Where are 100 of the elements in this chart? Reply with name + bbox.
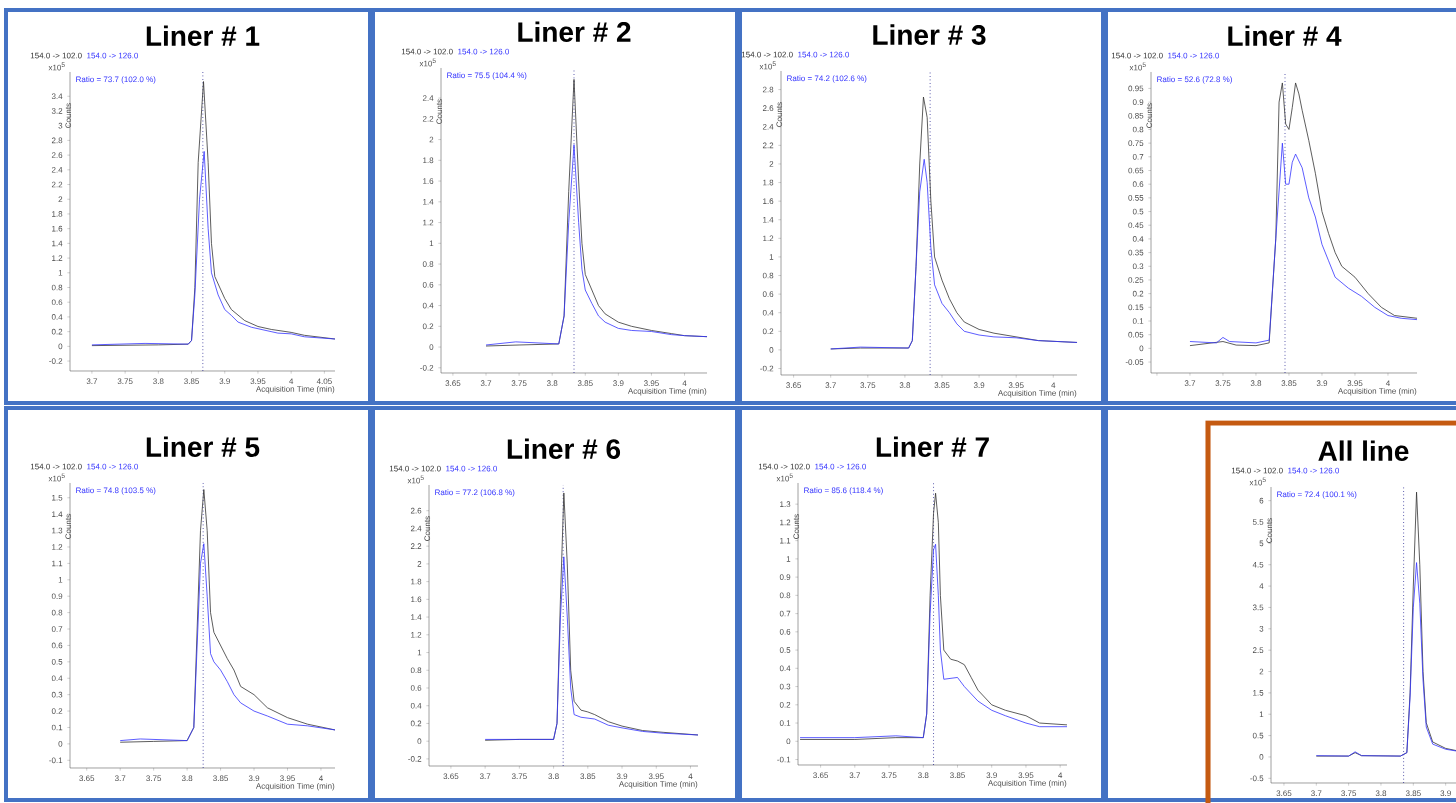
x-axis-title: Acquisition Time (min) — [255, 782, 335, 791]
y-tick-label: 1 — [1259, 711, 1264, 717]
y-tick-label: 1.4 — [52, 511, 63, 517]
line-series — [1189, 142, 1418, 344]
y-tick-label: 0.2 — [1132, 290, 1144, 297]
y-tick-label: 2.5 — [1252, 647, 1264, 653]
y-tick-label: 1.2 — [763, 235, 774, 242]
y-tick-label: 0.35 — [1128, 249, 1144, 256]
x-tick-label: 3.75 — [511, 773, 527, 780]
text: x10$^{5}$ — [1249, 477, 1266, 486]
text: 154.0 -> 126.0 — [798, 51, 850, 58]
y-tick-label: 1.4 — [52, 240, 63, 247]
x-tick-label: 3.95 — [250, 378, 266, 385]
y-tick-label: 0.7 — [51, 626, 63, 632]
y-tick-label: 2 — [58, 196, 63, 203]
y-tick-label: 3 — [58, 122, 63, 129]
text: 154.0 -> 102.0 — [401, 48, 453, 55]
y-tick-label: 1 — [58, 577, 63, 583]
y-tick-label: 0.5 — [779, 647, 791, 653]
y-tick-label: 0.65 — [1128, 167, 1144, 174]
y-tick-label: 0.1 — [1132, 318, 1144, 324]
y-axis-title: Counts — [793, 514, 800, 539]
y-tick-label: 1.8 — [423, 157, 434, 164]
y-tick-label: 0.4 — [51, 314, 63, 320]
y-tick-label: 1.2 — [52, 544, 63, 550]
x-tick-label: 4 — [318, 775, 323, 781]
y-tick-label: 1.6 — [411, 596, 422, 603]
x-tick-label: 3.8 — [546, 380, 558, 387]
y-tick-label: 2.4 — [410, 525, 422, 532]
y-tick-label: 2.2 — [762, 142, 774, 149]
y-tick-label: 3.5 — [1252, 604, 1264, 611]
x-tick-label: 3.85 — [577, 380, 593, 387]
x-tick-label: 3.65 — [1276, 790, 1292, 797]
x-tick-label: 3.75 — [146, 775, 162, 782]
y-tick-label: 1.5 — [1253, 690, 1264, 696]
y-axis-title: Counts — [424, 516, 431, 541]
y-tick-label: 0 — [429, 344, 434, 350]
y-tick-label: 1.1 — [52, 560, 63, 567]
chart-title: Liner # 4 — [1228, 25, 1342, 46]
y-tick-label: 1.8 — [52, 211, 63, 217]
y-tick-label: 0 — [58, 741, 63, 747]
text: 154.0 -> 102.0 — [1231, 467, 1283, 474]
x-tick-label: 3.95 — [280, 775, 295, 782]
y-tick-label: 0.3 — [1132, 263, 1144, 270]
x-tick-label: 3.75 — [860, 382, 876, 389]
x-tick-label: 4 — [682, 380, 687, 386]
y-tick-label: 1.2 — [423, 219, 434, 226]
y-tick-label: 0.75 — [1128, 140, 1144, 146]
x-tick-label: 3.75 — [511, 380, 527, 387]
y-tick-label: 0.55 — [1128, 195, 1144, 201]
x-tick-label: 3.65 — [443, 773, 459, 780]
y-tick-label: 1.8 — [411, 578, 422, 585]
y-tick-label: 0.6 — [51, 299, 63, 306]
x-axis-title: Acquisition Time (min) — [618, 780, 698, 789]
y-tick-label: 0.8 — [1132, 126, 1144, 133]
y-tick-label: 0.7 — [1132, 153, 1144, 160]
x-axis-title: Acquisition Time (min) — [627, 387, 707, 396]
x-tick-label: 3.75 — [1341, 790, 1357, 797]
x-tick-label: 3.8 — [153, 378, 164, 385]
y-tick-label: 0.9 — [51, 593, 63, 600]
text: 154.0 -> 126.0 — [1288, 467, 1340, 474]
text: x10$^{5}$ — [48, 473, 65, 482]
line-series — [1315, 562, 1456, 757]
annotation: Ratio = 74.8 (103.5 %) — [76, 487, 156, 495]
y-tick-label: 1 — [786, 556, 791, 562]
y-tick-label: 0.05 — [1128, 331, 1144, 338]
y-tick-label: 0.4 — [51, 675, 63, 682]
x-tick-label: 3.9 — [986, 772, 997, 779]
y-axis-title: Counts — [776, 102, 783, 127]
y-tick-label: 1.3 — [780, 501, 791, 507]
y-tick-label: -0.2 — [420, 364, 434, 371]
y-tick-label: 0.3 — [51, 691, 63, 698]
y-tick-label: 0.3 — [779, 683, 791, 690]
chart-title: All line — [1318, 440, 1409, 461]
y-tick-label: 0.9 — [1132, 99, 1144, 105]
text: x10$^{5}$ — [419, 58, 436, 67]
x-tick-label: 4 — [688, 773, 693, 779]
y-tick-label: 0.5 — [1132, 208, 1144, 215]
line-series — [830, 158, 1078, 350]
x-tick-label: 4 — [289, 378, 294, 384]
y-tick-label: 0.6 — [51, 642, 63, 649]
y-tick-label: 1.2 — [52, 255, 63, 261]
y-tick-label: 0.8 — [51, 609, 63, 616]
x-tick-label: 3.7 — [1184, 380, 1196, 387]
text: 154.0 -> 126.0 — [87, 463, 139, 470]
text: x10$^{5}$ — [407, 475, 424, 484]
y-tick-label: 2.4 — [51, 167, 63, 173]
x-tick-label: 3.85 — [1281, 380, 1297, 387]
y-tick-label: 0.7 — [779, 610, 791, 617]
text: 154.0 -> 126.0 — [87, 52, 139, 59]
x-tick-label: 4 — [1051, 382, 1056, 388]
y-tick-label: 1.3 — [52, 527, 63, 534]
y-tick-label: 2.6 — [51, 152, 63, 158]
y-axis-title: Counts — [436, 99, 443, 124]
y-tick-label: 2.8 — [51, 137, 63, 144]
annotation: Ratio = 72.4 (100.1 %) — [1277, 491, 1357, 499]
x-tick-label: 3.65 — [79, 775, 95, 782]
chart-title: Liner # 3 — [873, 24, 986, 45]
y-tick-label: 3.2 — [51, 108, 63, 114]
x-tick-label: 3.65 — [445, 380, 461, 387]
